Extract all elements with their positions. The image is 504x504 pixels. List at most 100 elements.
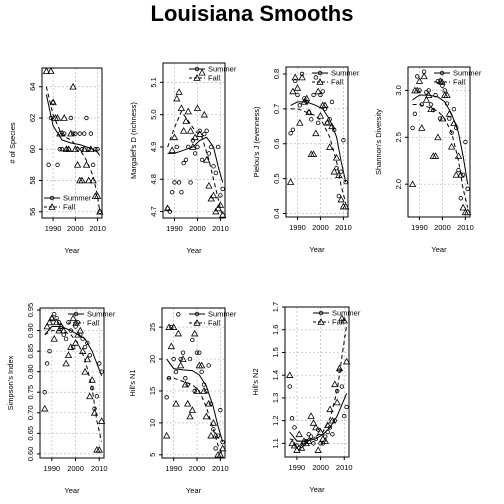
data-point-fall: [209, 419, 218, 426]
data-point-fall: [424, 91, 433, 98]
data-point-fall: [214, 204, 222, 212]
data-point-fall: [323, 118, 332, 126]
y-tick-label: 1.5: [271, 347, 280, 357]
data-point-fall: [62, 359, 70, 367]
data-point-fall: [438, 114, 447, 122]
smooth-line-fall: [412, 104, 469, 208]
data-point-summer: [306, 432, 311, 437]
x-tick-label: 2000: [189, 224, 206, 233]
data-point-fall: [443, 91, 451, 98]
data-point-fall: [169, 323, 178, 330]
data-point-fall: [168, 146, 176, 153]
panel-4: 1990 2000 2010 2.0 2.5 3.0 Year Shannon's Diver…: [374, 66, 482, 254]
x-tick-label: 2010: [89, 224, 106, 233]
data-point-summer: [313, 75, 319, 80]
y-tick-label: 4.8: [149, 174, 158, 184]
data-point-fall: [183, 399, 192, 407]
y-tick-label: 15: [148, 387, 157, 395]
data-point-summer: [190, 138, 196, 143]
data-point-fall: [447, 142, 456, 150]
data-point-summer: [288, 131, 293, 136]
data-point-summer: [180, 350, 186, 355]
legend-label-fall: Fall: [332, 318, 344, 327]
data-point-summer: [192, 151, 198, 156]
data-point-fall: [296, 118, 304, 126]
y-tick-label: 4.9: [149, 142, 158, 152]
panel-1: 1990 2000 2010 56 58 60 62 64 Year # of Species Su…: [8, 67, 106, 255]
legend-marker-circle: [194, 311, 200, 317]
data-point-fall: [78, 176, 86, 184]
data-point-fall: [200, 110, 209, 118]
data-point-fall: [205, 181, 213, 189]
data-point-summer: [181, 160, 186, 166]
data-point-fall: [212, 207, 220, 215]
data-point-fall: [90, 408, 99, 416]
data-point-fall: [186, 412, 194, 420]
x-tick-label: 1990: [165, 464, 182, 473]
data-point-summer: [186, 144, 191, 150]
legend-label-fall: Fall: [87, 319, 99, 328]
data-point-fall: [415, 77, 424, 84]
legend-marker-circle: [194, 66, 200, 72]
data-point-summer: [220, 186, 225, 192]
data-point-fall: [408, 180, 417, 187]
data-point-fall: [216, 201, 225, 208]
data-point-fall: [174, 329, 183, 337]
data-point-summer: [73, 324, 78, 329]
y-tick-label: 60: [28, 145, 37, 153]
data-point-fall: [162, 431, 171, 439]
smooth-line-fall: [45, 86, 101, 212]
data-point-summer: [289, 416, 295, 421]
x-tick-label: 2000: [312, 223, 329, 232]
data-point-summer: [206, 363, 211, 368]
smooth-line-fall: [166, 377, 224, 456]
data-point-fall: [173, 94, 181, 102]
x-axis-label: Year: [309, 245, 325, 254]
data-point-summer: [313, 436, 319, 442]
data-point-fall: [176, 361, 185, 369]
data-point-fall: [165, 323, 173, 330]
y-tick-label: 1.2: [271, 415, 280, 425]
data-point-fall: [196, 130, 204, 137]
data-point-fall: [209, 191, 218, 199]
data-point-fall: [309, 150, 318, 158]
data-point-fall: [53, 114, 62, 121]
data-point-fall: [219, 210, 227, 218]
x-tick-label: 2010: [335, 223, 352, 232]
panel-7: 1990 2000 2010 1.1 1.2 1.3 1.4 1.5 1.6 1.7 Year Hil…: [251, 302, 361, 494]
data-point-fall: [338, 314, 346, 322]
x-axis-label: Year: [64, 486, 80, 495]
data-point-fall: [335, 171, 343, 178]
y-tick-label: 0.85: [26, 344, 35, 359]
data-point-fall: [64, 145, 73, 153]
data-point-fall: [58, 129, 66, 137]
data-point-summer: [297, 103, 302, 108]
y-tick-label: 1.7: [271, 302, 280, 312]
smooth-line-summer: [44, 326, 103, 376]
data-point-summer: [197, 128, 202, 134]
x-tick-label: 2000: [67, 224, 84, 233]
data-point-fall: [191, 133, 199, 141]
data-point-summer: [176, 312, 181, 317]
y-tick-label: 5: [148, 453, 157, 457]
data-point-fall: [170, 133, 179, 141]
data-point-summer: [336, 193, 342, 199]
data-point-summer: [87, 353, 92, 358]
y-tick-label: 4.7: [149, 206, 158, 216]
data-point-summer: [88, 131, 94, 136]
y-tick-label: 0.90: [26, 323, 35, 338]
data-point-fall: [96, 207, 104, 215]
data-point-summer: [80, 336, 85, 342]
data-point-summer: [454, 125, 459, 131]
data-point-fall: [82, 161, 91, 168]
data-point-fall: [305, 108, 313, 116]
y-tick-label: 0.80: [26, 364, 35, 379]
data-point-fall: [330, 167, 338, 175]
data-point-summer: [82, 344, 88, 350]
data-point-fall: [323, 421, 332, 428]
x-tick-label: 2000: [189, 464, 206, 473]
data-point-fall: [305, 437, 313, 444]
legend-label-summer: Summer: [87, 310, 116, 319]
